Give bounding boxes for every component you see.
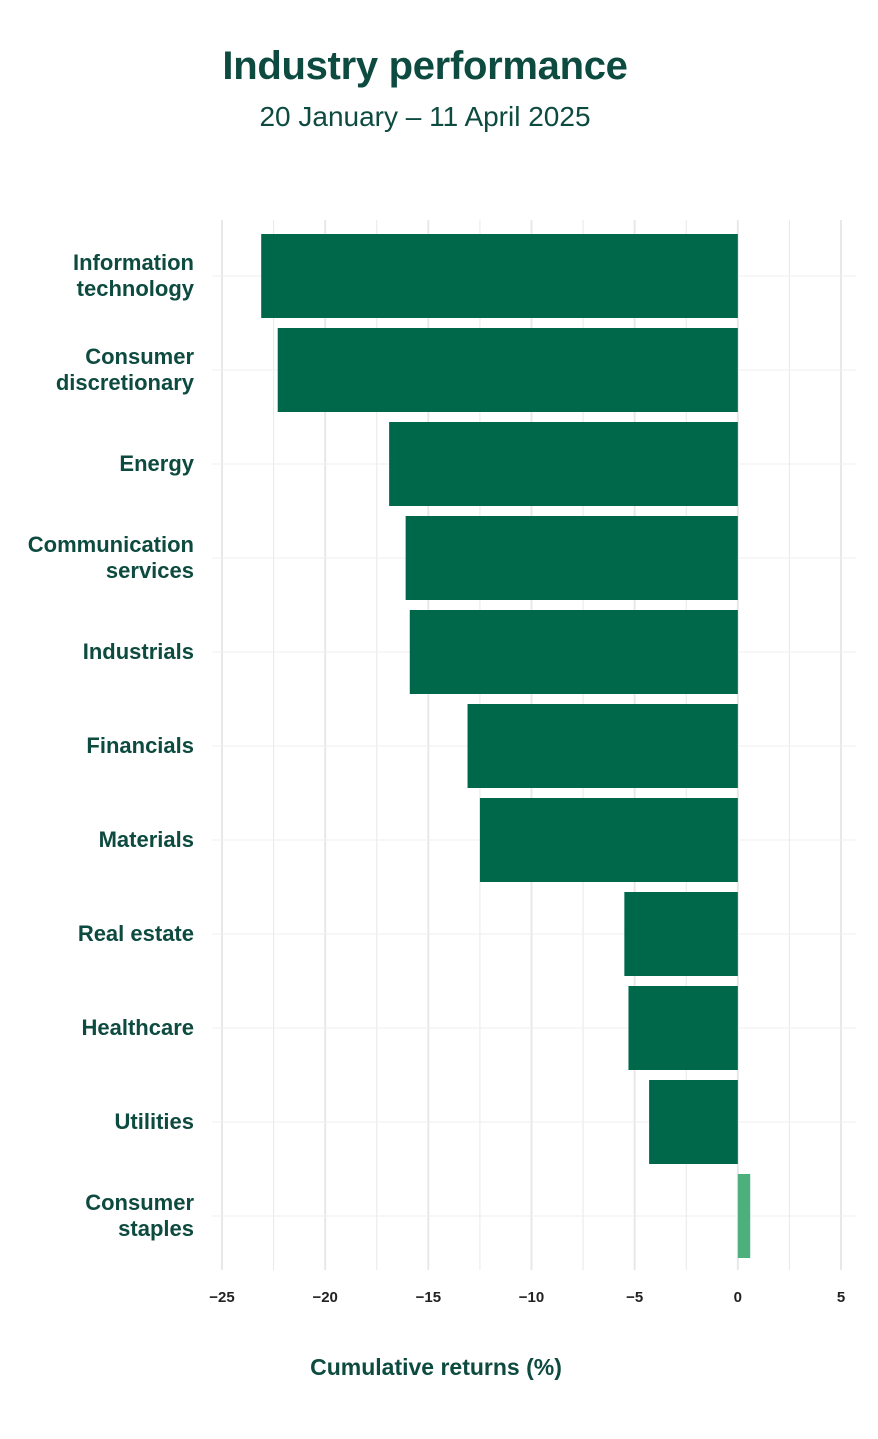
bar <box>405 516 738 600</box>
category-label: Consumer <box>85 1190 194 1215</box>
x-tick-label: −5 <box>626 1289 643 1306</box>
category-label: Communication <box>28 532 194 557</box>
bar <box>261 234 738 318</box>
bar <box>628 986 738 1070</box>
category-label: Energy <box>119 451 194 476</box>
bar <box>467 704 738 788</box>
category-label: Materials <box>99 827 194 852</box>
x-tick-label: 5 <box>837 1289 845 1306</box>
chart-title: Industry performance <box>222 44 628 88</box>
bar <box>479 798 738 882</box>
bar-layer <box>261 234 751 1258</box>
category-label: services <box>106 558 194 583</box>
x-tick-label: −15 <box>416 1289 441 1306</box>
category-label: Healthcare <box>81 1015 194 1040</box>
bar <box>649 1080 738 1164</box>
category-labels: InformationtechnologyConsumerdiscretiona… <box>28 250 195 1241</box>
bar <box>624 892 738 976</box>
x-tick-label: −20 <box>312 1289 337 1306</box>
category-label: Utilities <box>115 1109 194 1134</box>
x-tick-label: −25 <box>209 1289 234 1306</box>
category-label: discretionary <box>56 370 195 395</box>
category-label: Real estate <box>78 921 194 946</box>
bar <box>277 328 738 412</box>
x-tick-label: −10 <box>519 1289 544 1306</box>
x-tick-label: 0 <box>734 1289 742 1306</box>
x-tick-labels: −25 −20 −15 −10 −5 0 5 <box>209 1289 845 1306</box>
category-label: technology <box>77 276 195 301</box>
x-axis-label: Cumulative returns (%) <box>310 1354 562 1380</box>
category-label: staples <box>118 1216 194 1241</box>
bar <box>389 422 738 506</box>
category-label: Financials <box>86 733 194 758</box>
bar <box>409 610 738 694</box>
chart-subtitle: 20 January – 11 April 2025 <box>259 101 591 132</box>
category-label: Information <box>73 250 194 275</box>
category-label: Consumer <box>85 344 194 369</box>
bar <box>737 1174 751 1258</box>
category-label: Industrials <box>83 639 194 664</box>
